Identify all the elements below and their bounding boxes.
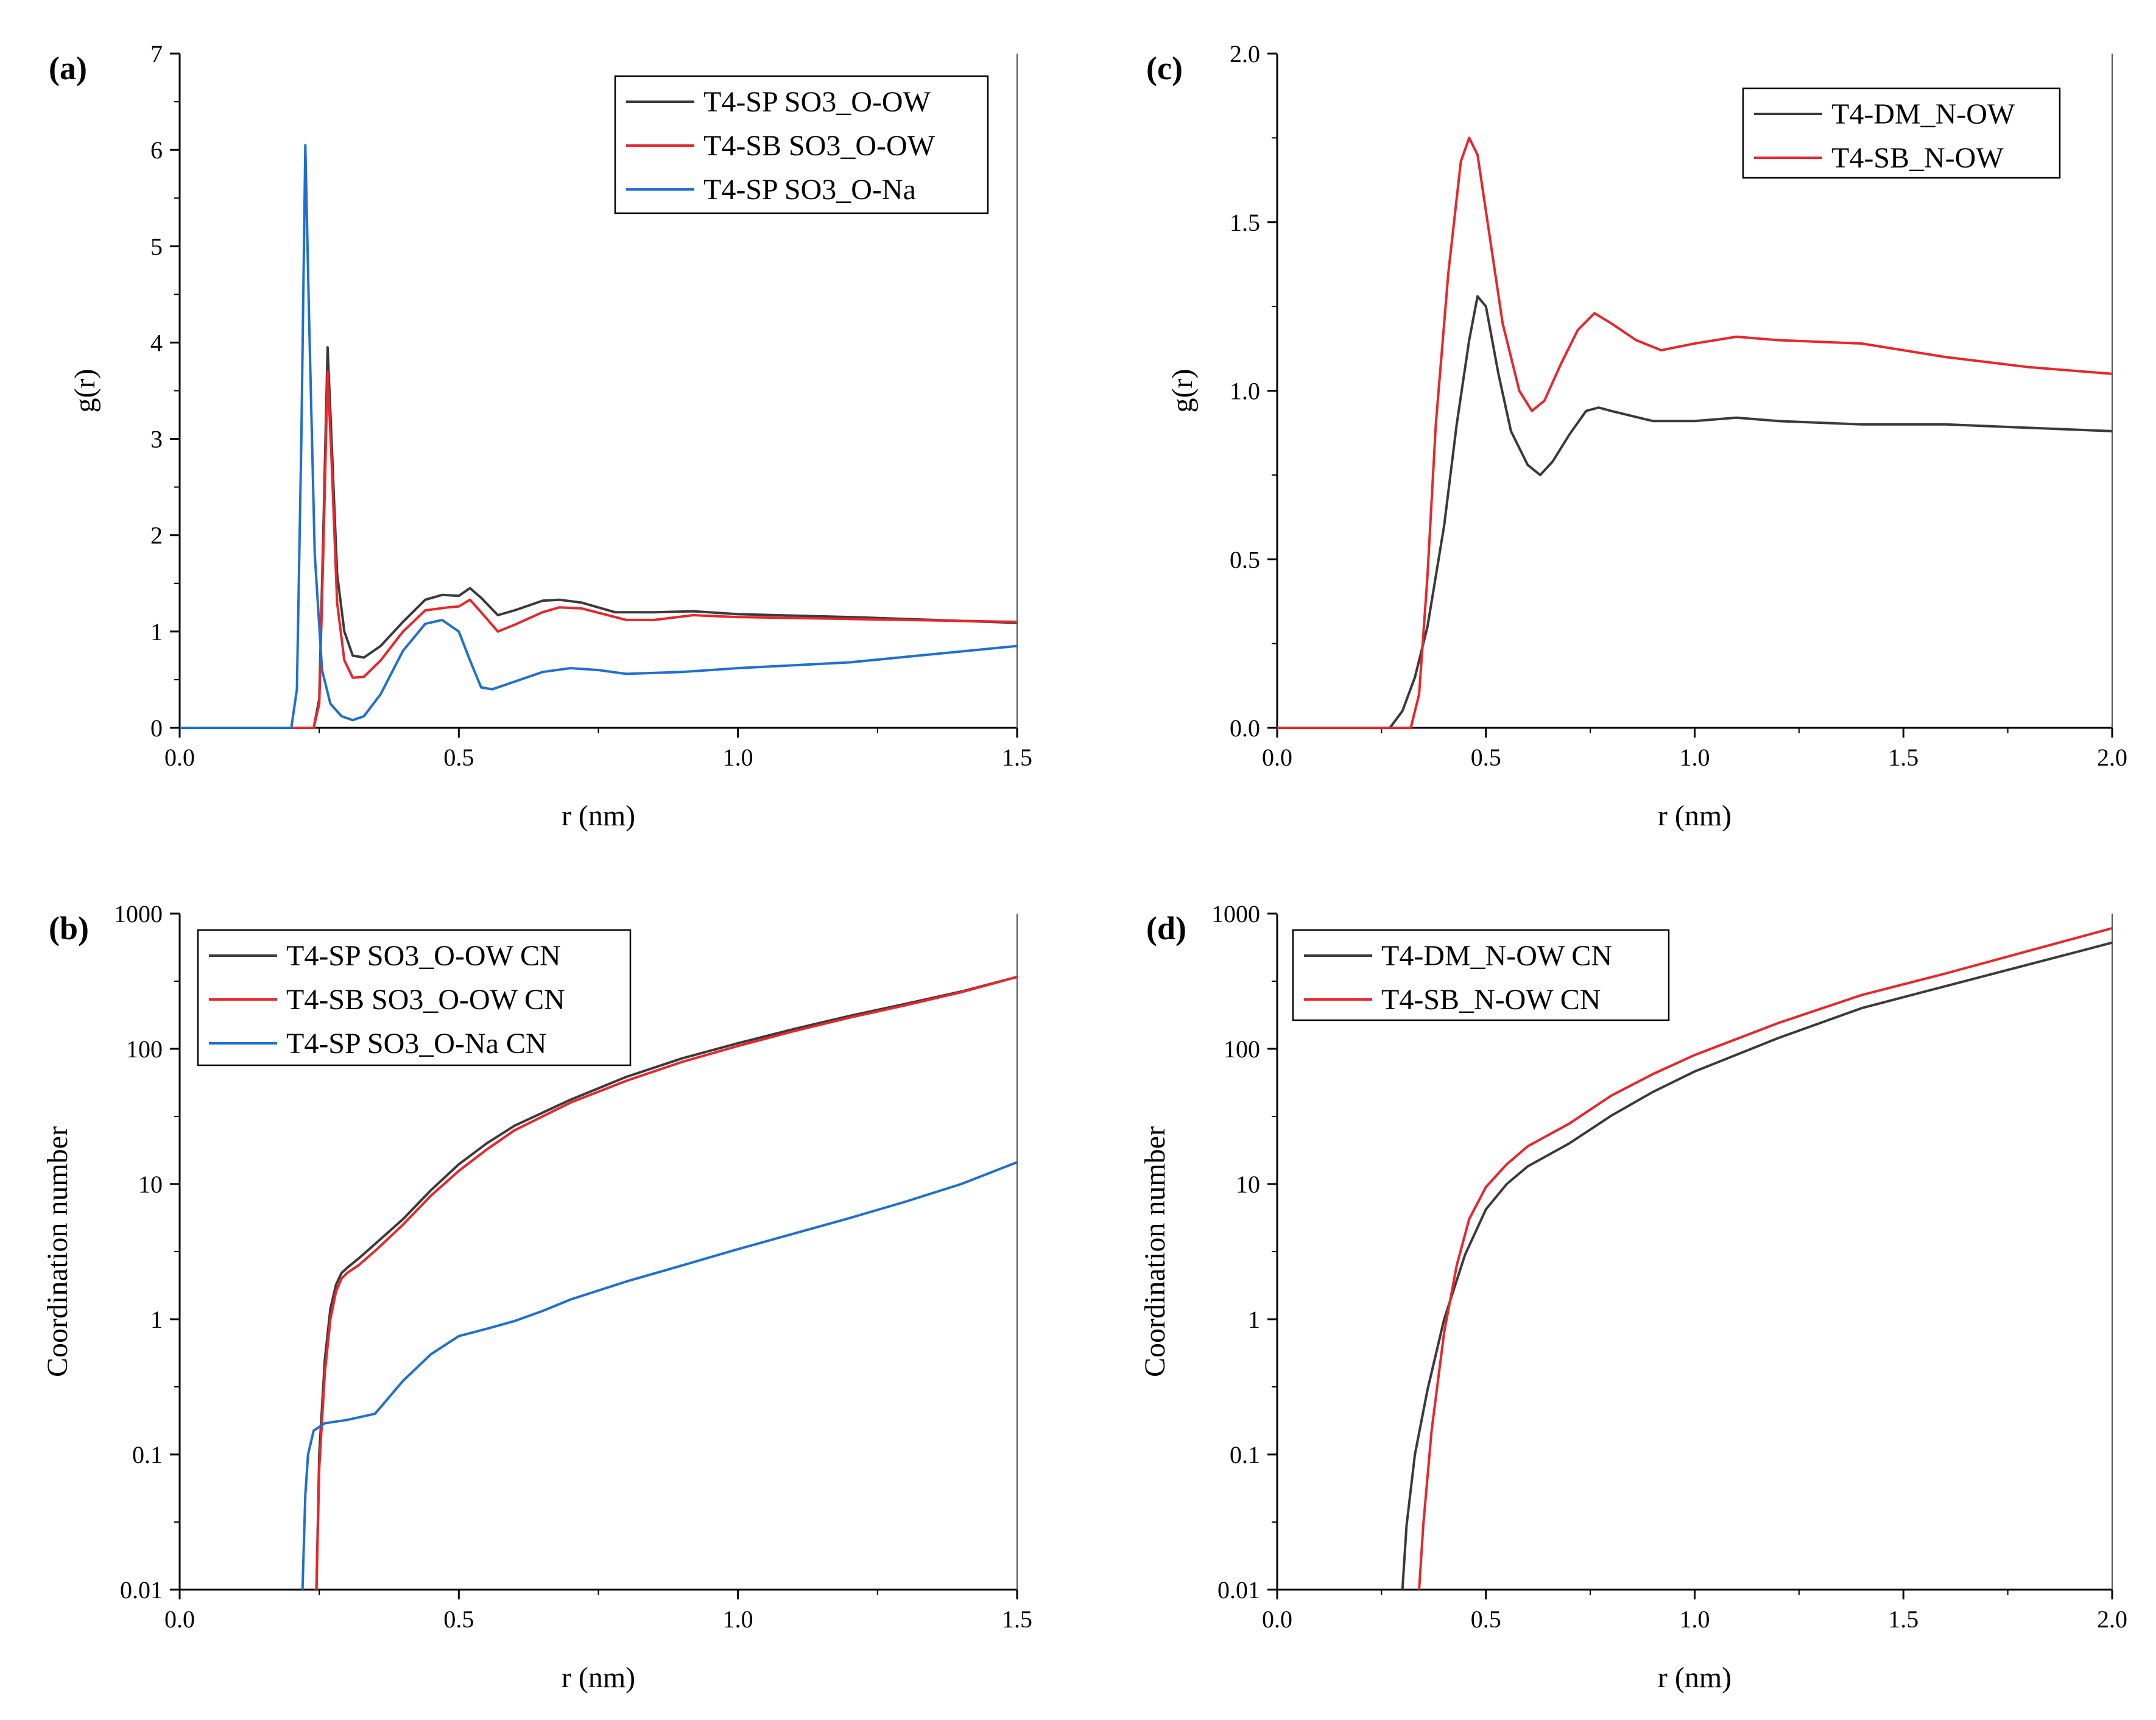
panel-label: (a) [49,50,87,86]
y-tick-label: 0.1 [1230,1441,1260,1468]
series-line-1 [315,976,1018,1590]
y-tick-label: 1 [150,618,163,646]
x-axis-label: r (nm) [562,1662,635,1694]
x-tick-label: 0.5 [443,1605,474,1633]
y-tick-label: 100 [1224,1035,1260,1063]
legend-entry: T4-SB_N-OW CN [1381,984,1601,1016]
x-tick-label: 0.0 [164,1605,195,1633]
y-tick-label: 0.5 [1230,546,1260,573]
series-line-2 [315,976,1018,1590]
series-line-3 [180,144,1018,729]
y-tick-label: 0.01 [120,1576,163,1604]
y-tick-label: 3 [150,426,163,453]
legend-frame [1742,87,2061,179]
legend-entry: T4-SP SO3_O-OW [703,86,931,118]
legend-entry: T4-SP SO3_O-Na CN [286,1027,547,1060]
legend-entry: T4-SB SO3_O-OW [703,130,935,162]
x-tick-label: 0.5 [1471,744,1501,771]
y-tick-label: 1000 [1211,900,1260,928]
legend: T4-DM_N-OW CN T4-SB_N-OW CN [1292,929,1670,1021]
y-tick-label: 2.0 [1230,40,1260,68]
panel-label: (d) [1146,910,1186,946]
y-tick-label: 1.5 [1230,209,1260,236]
legend: T4-SP SO3_O-OW T4-SB SO3_O-OW T4-SP SO3_O-… [614,75,989,214]
legend-entry: T4-SB SO3_O-OW CN [286,984,565,1016]
series-line-1 [1401,941,2113,1590]
x-tick-label: 0.5 [443,744,474,771]
legend-entry: T4-SP SO3_O-OW CN [286,940,561,972]
y-axis-label: g(r) [69,369,101,413]
y-tick-label: 4 [150,329,163,356]
legend-frame [1292,929,1670,1021]
y-tick-label: 6 [150,136,163,164]
x-tick-label: 0.0 [1262,744,1292,771]
x-axis-label: r (nm) [562,800,635,832]
panel-label: (c) [1146,50,1183,86]
x-tick-label: 0.0 [164,744,195,771]
x-tick-label: 0.0 [1262,1605,1292,1633]
x-axis-label: r (nm) [1658,800,1731,832]
panel-d: 0.0 0.5 1.0 1.5 2.0 0.01 0.1 1 10 100 1000 r (nm) Co… [1139,900,2127,1694]
x-axis-label: r (nm) [1658,1662,1731,1694]
panel-b: 0.0 0.5 1.0 1.5 0.01 0.1 1 10 100 1000 r (nm) Coord… [41,900,1032,1694]
x-tick-label: 1.0 [723,744,753,771]
legend-entry: T4-SB_N-OW [1831,142,2004,174]
x-tick-label: 1.5 [1002,744,1032,771]
x-tick-label: 1.0 [1680,1605,1710,1633]
y-tick-label: 1 [1248,1306,1260,1333]
x-tick-label: 1.0 [723,1605,753,1633]
legend-entry: T4-SP SO3_O-Na [703,174,916,206]
panel-c: 0.0 0.5 1.0 1.5 2.0 0.0 0.5 1.0 1.5 2.0 r (nm) g(r)… [1146,40,2127,832]
x-tick-label: 1.5 [1888,1605,1918,1633]
panel-a: 0.0 0.5 1.0 1.5 0 1 2 3 4 5 6 7 r (nm) g(r) (a) T4-SP S… [49,40,1032,832]
y-axis-label: Coordination number [41,1126,74,1377]
legend-entry: T4-DM_N-OW [1831,98,2015,130]
x-tick-label: 1.5 [1888,744,1918,771]
y-tick-label: 7 [150,40,163,68]
y-tick-label: 10 [1236,1171,1260,1198]
x-tick-label: 0.5 [1471,1605,1501,1633]
x-tick-label: 2.0 [2097,1605,2127,1633]
y-tick-label: 5 [150,233,163,260]
y-tick-label: 10 [138,1171,163,1198]
x-tick-label: 2.0 [2097,744,2127,771]
x-tick-label: 1.5 [1002,1605,1032,1633]
y-tick-label: 2 [150,522,163,549]
series-line-2 [1277,136,2113,729]
x-tick-label: 1.0 [1680,744,1710,771]
y-tick-label: 0.1 [132,1441,163,1468]
y-tick-label: 0.01 [1217,1576,1260,1604]
y-axis-label: Coordination number [1139,1126,1171,1377]
y-tick-label: 1 [150,1306,163,1333]
panel-label: (b) [49,910,89,946]
legend: T4-DM_N-OW T4-SB_N-OW [1742,87,2061,179]
series-line-3 [301,1161,1018,1590]
series-line-2 [180,370,1018,729]
series-line-1 [1277,295,2113,729]
series-line-2 [1418,927,2113,1590]
y-tick-label: 100 [126,1035,163,1063]
y-tick-label: 0.0 [1230,714,1260,742]
legend-entry: T4-DM_N-OW CN [1381,940,1612,972]
legend: T4-SP SO3_O-OW CN T4-SB SO3_O-OW CN T4-SP … [197,929,632,1066]
y-tick-label: 1000 [114,900,163,928]
y-tick-label: 1.0 [1230,378,1260,405]
y-tick-label: 0 [150,714,163,742]
y-axis-label: g(r) [1166,369,1199,413]
